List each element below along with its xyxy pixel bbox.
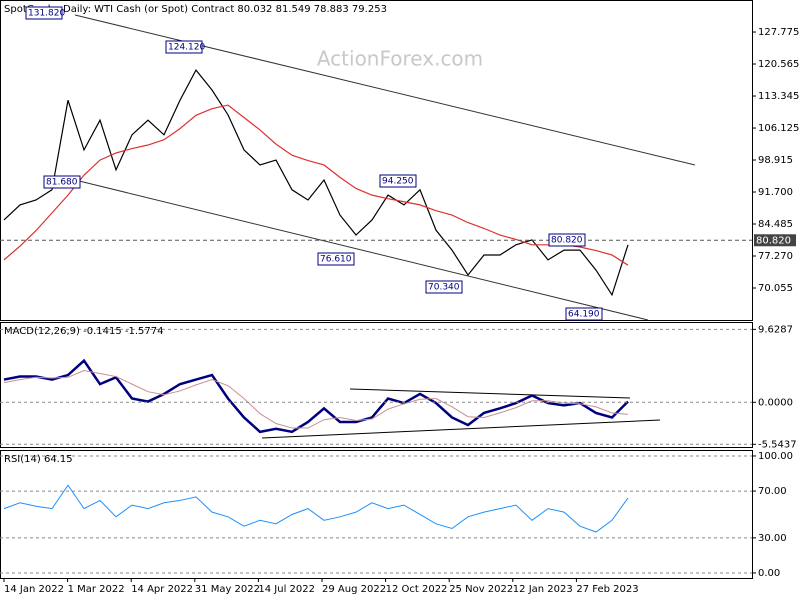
y-tick-label: 0.00	[758, 568, 780, 579]
x-tick-label: 12 Jan 2023	[513, 584, 573, 595]
x-tick-label: 25 Nov 2022	[449, 584, 513, 595]
annotation: 124.120	[168, 43, 205, 53]
annotation: 64.190	[568, 310, 600, 320]
y-tick-label: 30.00	[758, 533, 787, 544]
annotation: 70.340	[428, 283, 460, 293]
y-tick-label: 113.345	[758, 91, 799, 102]
annotation: 80.820	[551, 236, 583, 246]
watermark: ActionForex.com	[317, 47, 483, 71]
y-tick-label: 100.00	[758, 451, 793, 462]
panel-title: MACD(12,26,9) -0.1415 -1.5774	[4, 326, 164, 337]
annotation-box	[317, 252, 355, 266]
macd-trend-lower	[261, 419, 661, 439]
chart-header: SpotCrude, Daily: WTI Cash (or Spot) Con…	[4, 4, 387, 15]
panel-frame	[0, 322, 753, 448]
x-tick-label: 1 Mar 2022	[68, 584, 125, 595]
x-tick-label: 29 Aug 2022	[322, 584, 386, 595]
y-tick-label: 127.775	[758, 27, 799, 38]
annotation-box	[43, 175, 81, 189]
y-tick-label: 91.700	[758, 187, 793, 198]
y-tick-label: -5.5437	[758, 439, 797, 450]
panel-title: RSI(14) 64.15	[4, 454, 73, 465]
x-tick-label: 14 Jan 2022	[4, 584, 64, 595]
annotation: 81.680	[46, 178, 78, 188]
macd-trend-upper	[349, 388, 631, 399]
annotation-box	[425, 280, 463, 294]
channel-lower	[74, 179, 649, 321]
channel-upper	[74, 14, 696, 166]
current-price-box	[754, 234, 796, 247]
series-line	[3, 358, 629, 434]
y-tick-label: 0.0000	[758, 397, 793, 408]
x-tick-label: 14 Jul 2022	[258, 584, 315, 595]
x-tick-label: 27 Feb 2023	[576, 584, 638, 595]
annotation: 76.610	[320, 255, 352, 265]
y-tick-label: 98.915	[758, 155, 793, 166]
current-price-label: 80.820	[756, 235, 791, 246]
series-line	[3, 369, 629, 429]
annotation-box	[565, 307, 603, 321]
series-line	[3, 104, 629, 266]
y-tick-label: 9.6287	[758, 324, 793, 335]
annotation: 94.250	[382, 177, 414, 187]
x-tick-label: 14 Apr 2022	[131, 584, 193, 595]
y-tick-label: 106.125	[758, 123, 799, 134]
series-line	[3, 484, 629, 533]
x-tick-label: 31 May 2022	[195, 584, 260, 595]
panel-frame	[0, 450, 753, 579]
annotation-box	[165, 40, 203, 54]
annotation-box	[25, 6, 63, 20]
y-tick-label: 70.055	[758, 283, 793, 294]
y-tick-label: 120.565	[758, 59, 799, 70]
x-tick-label: 12 Oct 2022	[386, 584, 448, 595]
y-tick-label: 84.485	[758, 219, 793, 230]
y-tick-label: 77.270	[758, 251, 793, 262]
annotation: 131.820	[28, 9, 65, 19]
annotation-box	[548, 233, 586, 247]
annotation-box	[379, 174, 417, 188]
y-tick-label: 70.00	[758, 486, 787, 497]
